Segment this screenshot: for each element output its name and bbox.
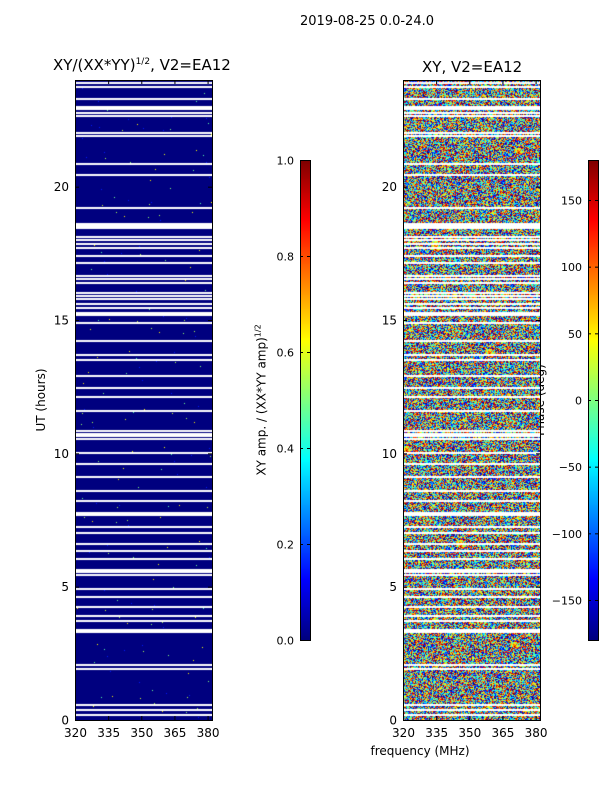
left-xtick-label-380: 380	[197, 726, 220, 740]
amp-colorbar-tick-label-1: 1.0	[277, 155, 295, 168]
right-frame	[403, 80, 541, 721]
left-xtick-label-320: 320	[64, 726, 87, 740]
phase-colorbar-tick-label-150: 150	[561, 195, 582, 208]
phase-colorbar-tick-label-50: 50	[568, 328, 582, 341]
left-xtick-label-335: 335	[97, 726, 120, 740]
amp-colorbar-tick-label-0.8: 0.8	[277, 251, 295, 264]
left-ytick-label-15: 15	[54, 314, 69, 328]
right-ytick-label-15: 15	[382, 314, 397, 328]
left-title-exponent: 1/2	[135, 57, 151, 67]
right-x-axis-label: frequency (MHz)	[370, 744, 470, 758]
right-xtick-label-365: 365	[491, 726, 514, 740]
phase-colorbar-tick-label-100: 100	[561, 261, 582, 274]
right-xtick-label-320: 320	[392, 726, 415, 740]
amp-colorbar-tick-label-0: 0.0	[277, 635, 295, 648]
left-frame	[75, 80, 213, 721]
amp-colorbar-tick-label-0.6: 0.6	[277, 347, 295, 360]
right-panel-title: XY, V2=EA12	[422, 58, 523, 76]
right-ytick-label-0: 0	[389, 714, 397, 728]
amp-colorbar-tick-label-0.4: 0.4	[277, 443, 295, 456]
left-ytick-label-10: 10	[54, 447, 69, 461]
right-ytick-label-10: 10	[382, 447, 397, 461]
phase-heatmap	[403, 80, 540, 720]
left-ytick-label-0: 0	[61, 714, 69, 728]
right-xtick-label-380: 380	[525, 726, 548, 740]
left-title-main: XY/(XX*YY)	[53, 56, 136, 74]
amp-colorbar-tick-label-0.2: 0.2	[277, 539, 295, 552]
phase-colorbar-tick-label--100: −100	[552, 528, 582, 541]
left-ytick-label-5: 5	[61, 580, 69, 594]
left-panel-title: XY/(XX*YY)1/2, V2=EA12	[53, 56, 231, 74]
right-xtick-label-350: 350	[458, 726, 481, 740]
phase-colorbar-tick-label--50: −50	[559, 461, 582, 474]
amplitude-heatmap	[75, 80, 212, 720]
amplitude-colorbar	[300, 160, 310, 640]
phase-colorbar	[588, 160, 598, 640]
amp-colorbar-frame	[300, 160, 311, 641]
phase-colorbar-tick-label-0: 0	[575, 395, 582, 408]
right-xtick-label-335: 335	[425, 726, 448, 740]
left-title-suffix: , V2=EA12	[150, 56, 231, 74]
left-xtick-label-365: 365	[163, 726, 186, 740]
figure-title: 2019-08-25 0.0-24.0	[300, 14, 434, 29]
right-ytick-label-20: 20	[382, 180, 397, 194]
left-ytick-label-20: 20	[54, 180, 69, 194]
phase-colorbar-tick-label--150: −150	[552, 595, 582, 608]
left-xtick-label-350: 350	[130, 726, 153, 740]
right-ytick-label-5: 5	[389, 580, 397, 594]
